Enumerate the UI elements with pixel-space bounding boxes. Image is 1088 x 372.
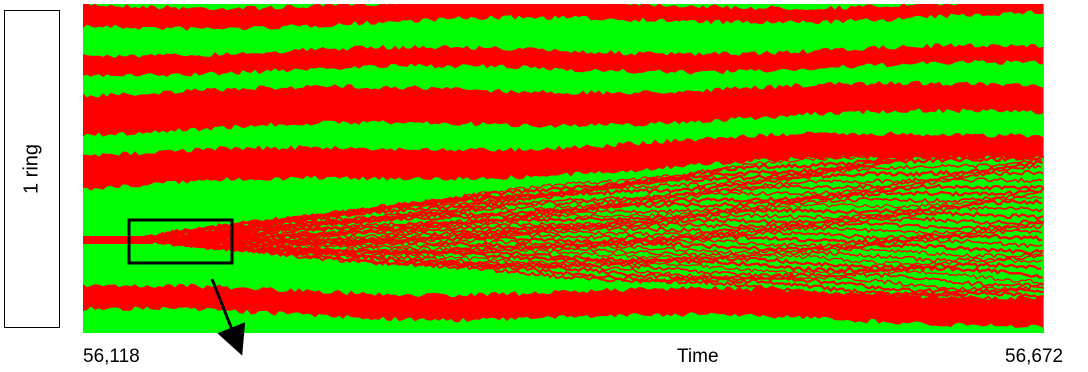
- red-strand: [161, 237, 1044, 299]
- red-strand: [136, 223, 1044, 243]
- red-strand: [160, 210, 1044, 242]
- red-strand: [172, 238, 1044, 263]
- red-band: [83, 4, 1043, 31]
- red-strand: [162, 236, 1043, 279]
- ring-state-plot: [83, 4, 1044, 333]
- red-strand: [137, 221, 1044, 243]
- red-band: [83, 43, 1043, 77]
- mixed-strands: [83, 134, 1044, 309]
- red-strand: [142, 187, 1044, 242]
- red-band: [83, 283, 1043, 328]
- red-strand: [175, 195, 1043, 241]
- red-strand: [184, 237, 1044, 295]
- red-bands: [83, 4, 1043, 328]
- red-band: [83, 131, 1043, 191]
- panel-label-box: 1 ring: [4, 10, 60, 328]
- red-strand: [160, 237, 1043, 309]
- red-strand: [136, 169, 1044, 242]
- red-strand: [166, 233, 1043, 245]
- red-strand: [132, 198, 1043, 243]
- panel-label: 1 ring: [20, 143, 43, 195]
- x-axis-title: Time: [677, 346, 719, 367]
- red-band: [83, 236, 153, 244]
- x-axis-start-label: 56,118: [83, 346, 140, 367]
- red-strand: [163, 237, 1044, 256]
- x-axis-end-label: 56,672: [1005, 346, 1064, 367]
- red-band: [83, 80, 1043, 137]
- red-strand: [133, 159, 1043, 242]
